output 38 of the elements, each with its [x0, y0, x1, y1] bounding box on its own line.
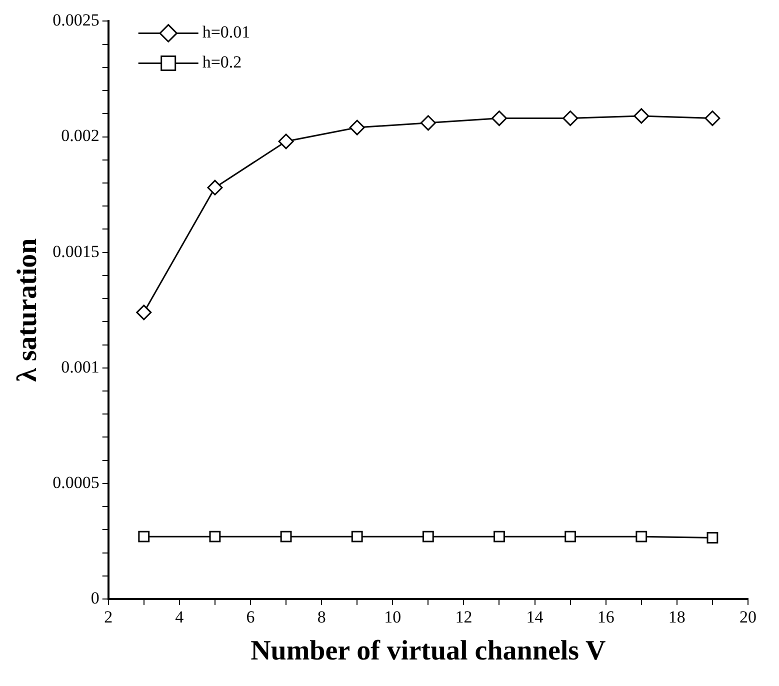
- point: [138, 530, 150, 542]
- y-tick-label: 0.002: [61, 126, 100, 146]
- point: [349, 120, 365, 136]
- x-tick-label: 2: [104, 608, 113, 627]
- point: [564, 530, 576, 542]
- y-tick-label: 0: [90, 588, 100, 608]
- y-tick-label: 0.0015: [52, 242, 100, 261]
- x-tick-label: 20: [740, 608, 756, 627]
- point: [420, 115, 436, 131]
- x-tick-label: 6: [246, 608, 255, 627]
- y-axis-title: λ saturation: [12, 238, 44, 382]
- y-tick-label: 0.001: [61, 357, 100, 376]
- legend-label: h=0.01: [202, 22, 250, 42]
- point: [704, 110, 720, 126]
- x-axis-title: Number of virtual channels V: [250, 635, 606, 666]
- point: [494, 530, 505, 542]
- legend-label: h=0.2: [202, 52, 242, 72]
- point: [207, 180, 223, 196]
- point: [634, 108, 650, 124]
- x-tick-label: 16: [597, 608, 614, 627]
- point: [491, 110, 507, 126]
- x-tick-label: 18: [668, 608, 686, 627]
- point: [562, 110, 578, 126]
- point: [706, 532, 718, 544]
- x-tick-label: 4: [175, 608, 184, 627]
- point: [636, 530, 648, 542]
- point: [422, 530, 434, 542]
- x-tick-label: 14: [526, 608, 544, 627]
- y-tick-label: 0.0005: [52, 472, 100, 492]
- point: [209, 530, 221, 542]
- point: [351, 530, 363, 542]
- x-tick-label: 12: [455, 608, 472, 627]
- point: [278, 134, 294, 150]
- point: [136, 304, 152, 320]
- x-tick-label: 10: [384, 608, 402, 627]
- x-tick-label: 8: [317, 608, 326, 627]
- y-tick-label: 0.0025: [52, 10, 100, 30]
- point: [280, 530, 292, 542]
